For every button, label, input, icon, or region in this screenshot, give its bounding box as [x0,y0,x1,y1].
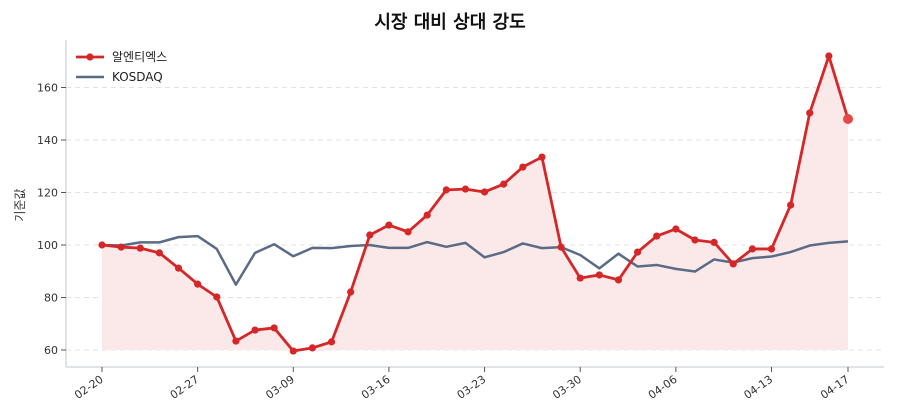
data-point [327,338,336,346]
data-point [155,249,163,257]
data-point [710,238,718,246]
data-point [843,114,853,124]
y-tick-label: 80 [44,292,58,305]
data-point [461,185,470,193]
legend-marker [86,53,94,61]
x-tick-label: 03-23 [455,373,489,402]
data-point [729,260,737,268]
data-point [423,211,431,219]
data-point [748,245,756,253]
data-point [519,163,527,171]
data-point [538,153,546,161]
legend-label-kosdaq: KOSDAQ [112,70,163,84]
data-point [289,347,297,355]
data-point [672,225,680,233]
data-point [806,109,814,117]
data-point [480,188,489,196]
data-point [136,244,144,252]
y-axis-label: 기준값 [13,188,27,221]
y-tick-label: 120 [37,187,58,200]
data-point [691,236,699,244]
kosdaq-line [101,234,849,286]
x-tick-label: 02-27 [168,373,202,402]
data-point [366,231,374,239]
x-tick-label: 04-06 [646,373,680,402]
data-point [614,276,623,284]
data-point [595,271,603,279]
data-point [194,280,202,288]
data-point [404,228,412,236]
data-point [174,264,183,272]
data-point [251,326,259,334]
data-point [633,248,642,256]
chart-title: 시장 대비 상대 강도 [374,12,526,33]
y-tick-label: 60 [44,344,58,357]
stock-line [101,54,850,353]
data-point [385,221,393,229]
x-tick-label: 03-16 [359,373,393,402]
data-point [576,274,584,282]
data-point [232,337,240,345]
data-point [213,293,221,301]
data-point [825,52,833,60]
y-tick-label: 160 [37,82,58,95]
data-point [557,243,565,251]
y-tick-label: 100 [37,239,58,252]
data-point [500,180,508,188]
data-point [787,201,795,209]
data-point [117,243,125,251]
x-tick-label: 03-30 [550,373,584,402]
area-fill [102,56,848,352]
y-tick-label: 140 [37,134,58,147]
x-tick-label: 03-09 [263,373,297,402]
data-point [270,324,278,332]
data-point [308,344,317,352]
data-point [653,232,661,240]
x-tick-label: 04-13 [742,373,776,402]
x-tick-label: 02-20 [72,373,106,402]
data-point [767,245,776,253]
x-tick-label: 04-17 [818,373,852,402]
legend-label-stock: 알엔티엑스 [112,50,167,64]
data-point [347,288,355,296]
data-point [442,186,450,194]
data-point [98,241,106,249]
